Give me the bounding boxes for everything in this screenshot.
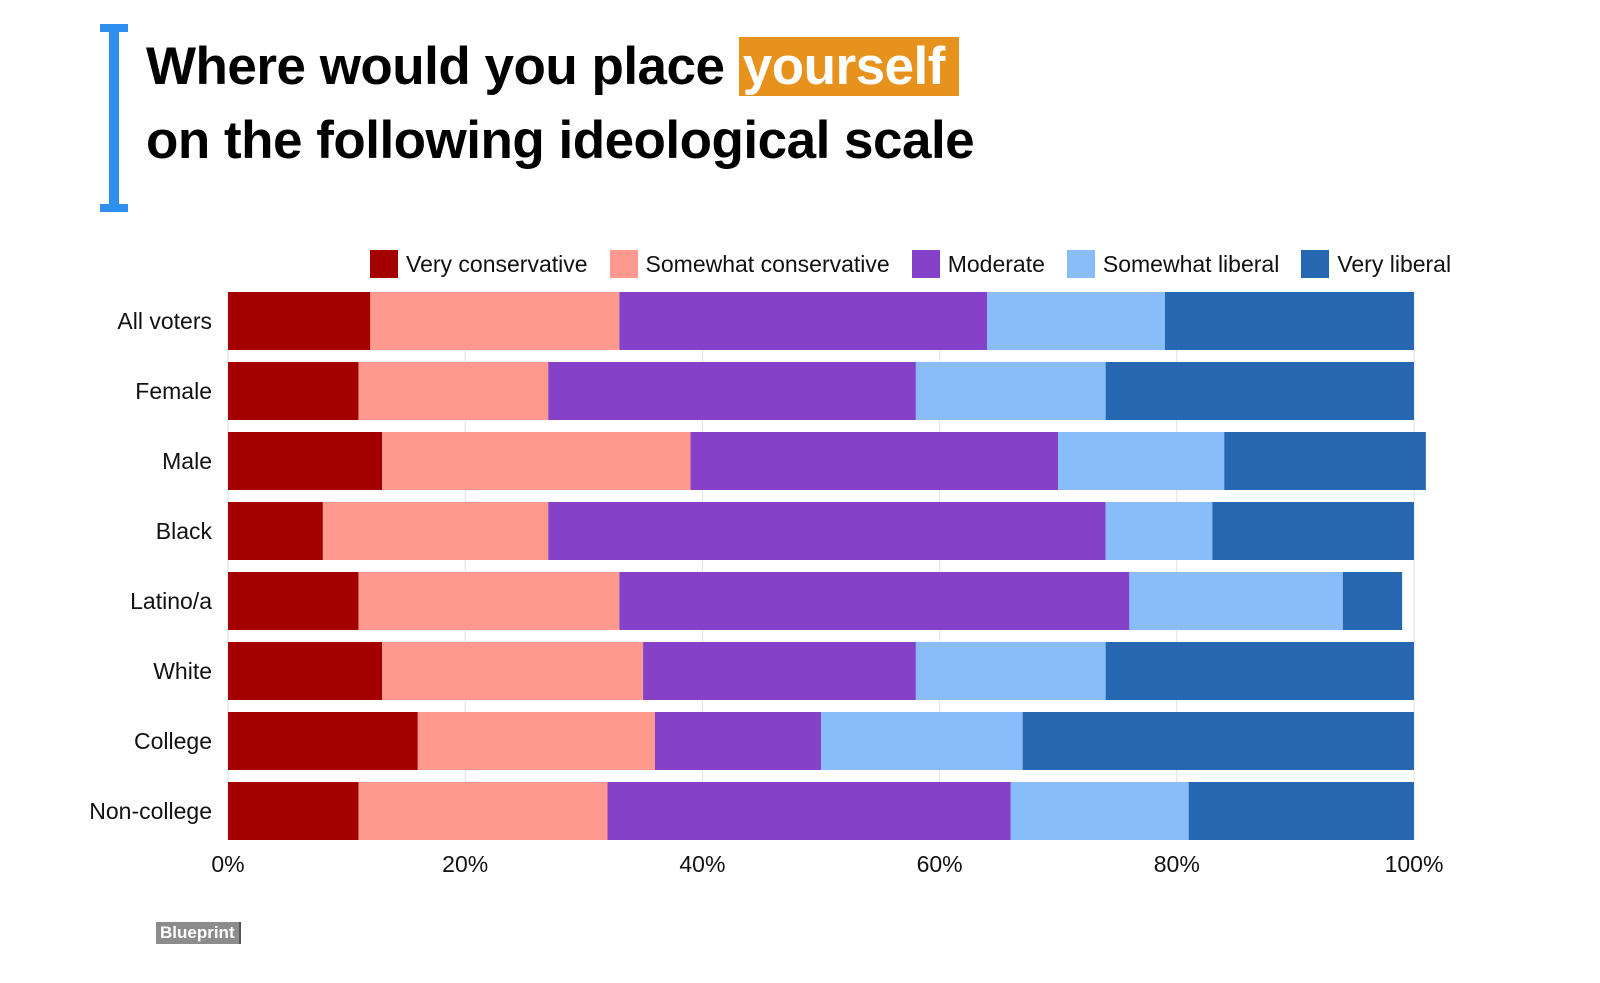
bar-segment-moderate bbox=[619, 572, 1130, 630]
bar-segment-somewhat-conservative bbox=[322, 502, 549, 560]
bar-segment-moderate bbox=[548, 362, 916, 420]
title-highlight: yourself bbox=[738, 37, 959, 96]
legend-label: Somewhat liberal bbox=[1102, 250, 1280, 277]
bar-segment-moderate bbox=[607, 782, 1011, 840]
bar-segment-somewhat-conservative bbox=[358, 782, 608, 840]
chart-legend: Very conservative Somewhat conservative Mo… bbox=[370, 250, 1451, 278]
blueprint-logo: Blueprint bbox=[156, 922, 241, 944]
category-label: Female bbox=[135, 378, 212, 404]
title-part-1: Where would you place bbox=[146, 37, 725, 96]
legend-label: Somewhat conservative bbox=[645, 250, 890, 277]
bar-segment-somewhat-liberal bbox=[987, 292, 1165, 350]
bar-segment-somewhat-conservative bbox=[417, 712, 655, 770]
category-label: Latino/a bbox=[130, 588, 212, 614]
bar-segment-moderate bbox=[690, 432, 1059, 490]
legend-swatch bbox=[911, 250, 940, 278]
category-label: White bbox=[153, 658, 212, 684]
category-label: Male bbox=[162, 448, 212, 474]
bar-segment-moderate bbox=[619, 292, 988, 350]
title-line-2: on the following ideological scale bbox=[146, 111, 975, 170]
legend-item: Very liberal bbox=[1301, 250, 1451, 278]
legend-swatch bbox=[609, 250, 638, 278]
bar-segment-very-conservative bbox=[228, 502, 323, 560]
legend-label: Moderate bbox=[947, 250, 1045, 277]
bar-segment-somewhat-liberal bbox=[1058, 432, 1225, 490]
bar-segment-somewhat-conservative bbox=[358, 362, 549, 420]
legend-label: Very liberal bbox=[1337, 250, 1452, 277]
bar-segment-moderate bbox=[643, 642, 916, 700]
bar-segment-very-conservative bbox=[228, 572, 359, 630]
bar-segment-somewhat-conservative bbox=[358, 572, 620, 630]
x-tick-label: 20% bbox=[442, 851, 488, 877]
bar-segment-very-conservative bbox=[228, 362, 359, 420]
bar-segment-somewhat-liberal bbox=[1129, 572, 1343, 630]
legend-swatch bbox=[1066, 250, 1095, 278]
x-tick-label: 40% bbox=[679, 851, 725, 877]
bar-segment-somewhat-conservative bbox=[382, 432, 691, 490]
bar-segment-somewhat-liberal bbox=[1010, 782, 1189, 840]
legend-label: Very conservative bbox=[406, 250, 588, 277]
x-tick-label: 100% bbox=[1385, 851, 1444, 877]
bar-segment-very-liberal bbox=[1105, 362, 1414, 420]
bar-segment-somewhat-liberal bbox=[1105, 502, 1213, 560]
bar-segment-somewhat-liberal bbox=[915, 362, 1106, 420]
bar-segment-moderate bbox=[654, 712, 821, 770]
legend-swatch bbox=[1301, 250, 1330, 278]
category-label: All voters bbox=[117, 308, 212, 334]
bar-segment-very-liberal bbox=[1105, 642, 1414, 700]
bar-segment-somewhat-liberal bbox=[915, 642, 1106, 700]
x-tick-label: 80% bbox=[1154, 851, 1200, 877]
bar-segment-very-conservative bbox=[228, 292, 371, 350]
bar-segment-very-liberal bbox=[1342, 572, 1403, 630]
bar-segment-somewhat-liberal bbox=[821, 712, 1023, 770]
bracket-decoration bbox=[100, 24, 128, 212]
category-label: Non-college bbox=[89, 798, 212, 824]
bar-segment-very-liberal bbox=[1224, 432, 1426, 490]
bar-segment-very-liberal bbox=[1164, 292, 1414, 350]
legend-item: Somewhat conservative bbox=[609, 250, 890, 278]
bar-segment-very-conservative bbox=[228, 432, 383, 490]
bar-segment-very-liberal bbox=[1212, 502, 1414, 560]
bar-segment-very-liberal bbox=[1188, 782, 1414, 840]
bar-segment-very-conservative bbox=[228, 642, 383, 700]
bar-segment-somewhat-conservative bbox=[382, 642, 644, 700]
category-label: College bbox=[134, 728, 212, 754]
x-tick-label: 0% bbox=[211, 851, 244, 877]
bar-segment-moderate bbox=[548, 502, 1106, 560]
bar-segment-very-conservative bbox=[228, 782, 359, 840]
bar-segment-somewhat-conservative bbox=[370, 292, 620, 350]
category-label: Black bbox=[156, 518, 213, 544]
x-tick-label: 60% bbox=[917, 851, 963, 877]
legend-swatch bbox=[370, 250, 398, 278]
legend-item: Very conservative bbox=[370, 250, 588, 278]
legend-item: Somewhat liberal bbox=[1066, 250, 1280, 278]
chart-title: Where would you place yourself on the fo… bbox=[146, 30, 975, 178]
bar-segment-very-liberal bbox=[1022, 712, 1414, 770]
legend-item: Moderate bbox=[911, 250, 1045, 278]
bar-segment-very-conservative bbox=[228, 712, 418, 770]
